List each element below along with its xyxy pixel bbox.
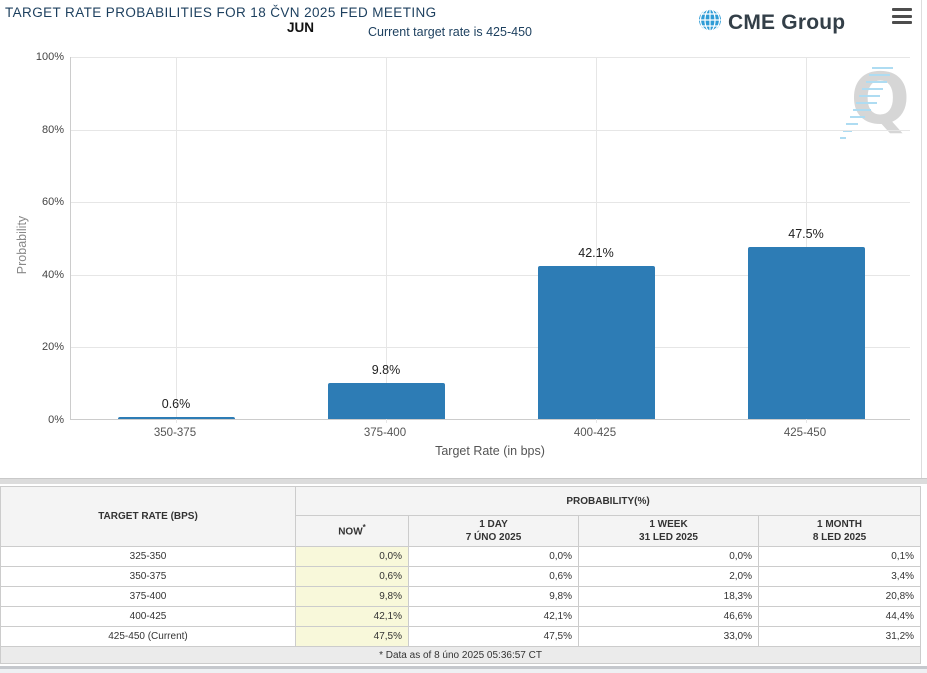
- vertical-gridline: [596, 57, 597, 423]
- vertical-gridline: [806, 57, 807, 423]
- x-tick-label: 375-400: [363, 427, 407, 439]
- panel-divider: [0, 478, 927, 484]
- probability-cell: 9,8%: [408, 586, 579, 607]
- target-rate-cell: 350-375: [0, 566, 296, 587]
- one-day-column-header: 1 DAY 7 ÚNO 2025: [408, 515, 579, 547]
- page-title: TARGET RATE PROBABILITIES FOR 18 ČVN 202…: [5, 5, 437, 20]
- target-rate-cell: 400-425: [0, 606, 296, 627]
- month-label: JUN: [287, 20, 315, 35]
- gridline: [71, 202, 910, 204]
- probability-cell: 0,6%: [408, 566, 579, 587]
- bar-category: 0.6%: [71, 57, 281, 423]
- target-rate-cell: 325-350: [0, 546, 296, 567]
- y-tick-label: 80%: [41, 123, 64, 136]
- current-target-rate-label: Current target rate is 425-450: [368, 25, 532, 39]
- table-row: 325-350 0,0% 0,0% 0,0% 0,1%: [0, 546, 922, 567]
- one-month-column-header: 1 MONTH 8 LED 2025: [757, 515, 922, 547]
- probability-cell: 44,4%: [757, 606, 922, 627]
- bar-value-label: 47.5%: [788, 226, 824, 241]
- globe-icon: [698, 8, 722, 37]
- bar-value-label: 0.6%: [161, 396, 191, 411]
- gridline: [71, 129, 910, 131]
- hamburger-menu-icon[interactable]: [892, 8, 912, 24]
- probability-group-header: PROBABILITY(%): [294, 486, 922, 516]
- one-week-column-header: 1 WEEK 31 LED 2025: [578, 515, 759, 547]
- bottom-padding: [0, 669, 927, 673]
- probability-cell: 42,1%: [408, 606, 579, 627]
- now-probability-cell: 9,8%: [295, 586, 409, 607]
- vertical-gridline: [386, 57, 387, 423]
- bar-value-label: 9.8%: [371, 363, 401, 378]
- bar-category: 42.1%: [491, 57, 701, 423]
- now-probability-cell: 47,5%: [295, 626, 409, 647]
- now-probability-cell: 42,1%: [295, 606, 409, 627]
- probability-cell: 3,4%: [757, 566, 922, 587]
- bar-category: 9.8%: [281, 57, 491, 423]
- x-tick-label: 400-425: [573, 427, 617, 439]
- target-rate-cell: 425-450 (Current): [0, 626, 296, 647]
- probability-cell: 0,0%: [578, 546, 759, 567]
- bar-chart-plot-area: 0.6% 9.8% 42.1% 47.5%: [70, 57, 911, 423]
- brand-name: CME Group: [728, 10, 846, 34]
- vertical-gridline: [176, 57, 177, 423]
- probability-cell: 20,8%: [757, 586, 922, 607]
- gridline: [71, 347, 910, 349]
- bar-category: 47.5%: [701, 57, 911, 423]
- y-tick-label: 40%: [41, 268, 64, 281]
- now-probability-cell: 0,6%: [295, 566, 409, 587]
- bottom-border-bar: [0, 666, 927, 669]
- asterisk: *: [362, 523, 366, 533]
- probability-table: TARGET RATE (BPS) PROBABILITY(%) NOW* 1 …: [0, 486, 922, 664]
- probability-cell: 0,0%: [408, 546, 579, 567]
- probability-cell: 2,0%: [578, 566, 759, 587]
- table-row: 400-425 42,1% 42,1% 46,6% 44,4%: [0, 606, 922, 627]
- gridline: [71, 57, 910, 58]
- data-as-of-footnote: * Data as of 8 úno 2025 05:36:57 CT: [0, 646, 922, 664]
- probability-cell: 33,0%: [578, 626, 759, 647]
- target-rate-header: TARGET RATE (BPS): [0, 486, 296, 547]
- x-tick-label: 350-375: [153, 427, 197, 439]
- probability-cell: 0,1%: [757, 546, 922, 567]
- gridline: [71, 274, 910, 276]
- chart-panel: TARGET RATE PROBABILITIES FOR 18 ČVN 202…: [5, 0, 922, 478]
- now-probability-cell: 0,0%: [295, 546, 409, 567]
- x-axis-title: Target Rate (in bps): [435, 444, 545, 458]
- cme-group-logo[interactable]: CME Group: [698, 8, 845, 37]
- probability-bar[interactable]: [117, 416, 235, 419]
- x-tick-label: 425-450: [783, 427, 827, 439]
- table-row: 425-450 (Current) 47,5% 47,5% 33,0% 31,2%: [0, 626, 922, 647]
- probability-cell: 18,3%: [578, 586, 759, 607]
- probability-bar[interactable]: [747, 246, 865, 419]
- y-tick-label: 100%: [35, 51, 64, 63]
- probability-bar[interactable]: [537, 266, 655, 419]
- y-tick-label: 20%: [41, 341, 64, 354]
- probability-cell: 47,5%: [408, 626, 579, 647]
- target-rate-cell: 375-400: [0, 586, 296, 607]
- bar-value-label: 42.1%: [578, 246, 614, 261]
- probability-cell: 31,2%: [757, 626, 922, 647]
- probability-cell: 46,6%: [578, 606, 759, 627]
- probability-bar[interactable]: [327, 383, 445, 419]
- y-tick-label: 0%: [48, 414, 64, 426]
- table-row: 350-375 0,6% 0,6% 2,0% 3,4%: [0, 566, 922, 587]
- y-tick-label: 60%: [41, 196, 64, 209]
- table-row: 375-400 9,8% 9,8% 18,3% 20,8%: [0, 586, 922, 607]
- now-column-header: NOW*: [295, 515, 409, 547]
